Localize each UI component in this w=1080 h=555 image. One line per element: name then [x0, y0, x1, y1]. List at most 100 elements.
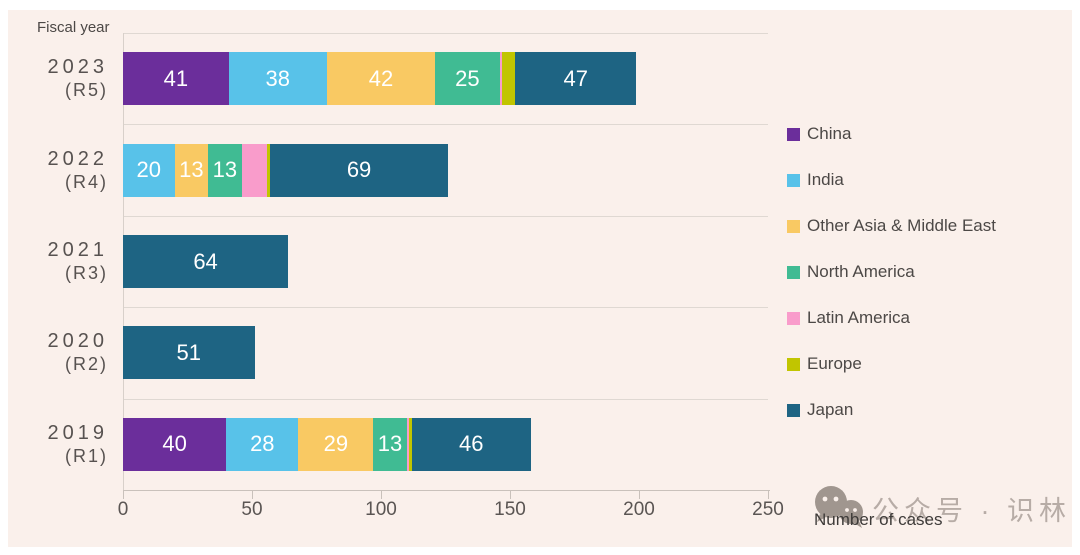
x-tick-label: 100: [365, 499, 397, 520]
bar-value-label: 41: [163, 65, 189, 91]
bar-value-label: 51: [176, 339, 202, 365]
y-axis-label-round: (R3): [65, 263, 108, 284]
y-axis-label-year: 2023: [47, 56, 108, 79]
x-tick-mark: [252, 490, 253, 499]
y-axis-label-round: (R1): [65, 445, 108, 466]
y-axis-group-title: Fiscal year: [37, 19, 110, 36]
bar-value-label: 64: [193, 248, 218, 274]
bar-segment-india: 38: [228, 52, 327, 106]
legend-item-china: China: [787, 124, 996, 144]
bar-segment-latin-america: [406, 417, 410, 471]
x-axis-title: Number of cases: [814, 510, 943, 529]
bar-value-label: 28: [250, 431, 275, 457]
bar-value-label: 29: [323, 431, 349, 457]
legend: China India Other Asia & Middle East North …: [787, 124, 996, 446]
bar-segment-japan: 69: [270, 143, 449, 197]
row-separator-line: [123, 33, 768, 34]
bar-segment-europe: [267, 143, 271, 197]
y-axis-label: 2020 (R2): [18, 307, 108, 398]
bar-value-label: 38: [265, 65, 291, 91]
bar-value-label: 25: [455, 65, 480, 91]
bar-value-label: 20: [136, 157, 162, 183]
x-tick-label: 0: [117, 499, 129, 520]
watermark-text: 公众号 · 识林: [872, 496, 1071, 526]
legend-item-latin-america: Latin America: [787, 308, 996, 328]
legend-item-other-asia-middle-east: Other Asia & Middle East: [787, 216, 996, 236]
bar-segment-china: 40: [123, 417, 227, 471]
y-axis-label-year: 2022: [47, 147, 108, 170]
bar-segment-other-asia-middle-east: 13: [174, 143, 209, 197]
row-separator-line: [123, 307, 768, 309]
legend-swatch: [787, 311, 800, 325]
bar-segment-latin-america: [241, 143, 268, 197]
bar-value-label: 42: [368, 65, 394, 91]
legend-label: Other Asia & Middle East: [807, 216, 996, 235]
legend-item-india: India: [787, 170, 996, 190]
bar-segment-china: 41: [123, 52, 229, 106]
bar-segment-japan: 47: [515, 52, 637, 106]
row-separator-line: [123, 124, 768, 126]
legend-swatch: [787, 173, 800, 187]
bar-segment-europe: [502, 52, 516, 106]
legend-swatch: [787, 127, 800, 141]
y-axis-label-round: (R2): [65, 354, 108, 375]
x-axis-line: [123, 490, 770, 491]
y-axis-label: 2019 (R1): [18, 399, 108, 490]
legend-item-north-america: North America: [787, 262, 996, 282]
y-axis-label: 2022 (R4): [18, 124, 108, 215]
y-axis-label-year: 2019: [47, 421, 108, 444]
bar-segment-india: 20: [123, 143, 175, 197]
bar-segment-other-asia-middle-east: 42: [326, 52, 436, 106]
bar-segment-north-america: 13: [208, 143, 242, 197]
legend-swatch: [787, 219, 800, 233]
y-axis-label: 2023 (R5): [18, 33, 108, 124]
wechat-icon: [804, 481, 868, 536]
bar-segment-north-america: 25: [435, 52, 500, 106]
y-axis-label-round: (R5): [65, 80, 108, 101]
bar-value-label: 46: [459, 431, 484, 457]
y-axis-label-year: 2021: [47, 239, 108, 262]
y-axis-label-round: (R4): [65, 171, 108, 192]
bar-segment-north-america: 13: [373, 417, 407, 471]
bar-segment-europe: [409, 417, 412, 471]
bar-segment-japan: 46: [411, 417, 531, 471]
bar-segment-latin-america: [499, 52, 503, 106]
legend-label: Latin America: [807, 308, 910, 327]
y-axis-label: 2021 (R3): [18, 216, 108, 307]
x-tick-mark: [123, 490, 124, 499]
bar-value-label: 13: [179, 157, 204, 183]
watermark: 公众号 · 识林: [804, 481, 1071, 536]
x-tick-mark: [639, 490, 640, 499]
legend-label: India: [807, 170, 844, 189]
bar-value-label: 47: [563, 65, 589, 91]
bar-segment-other-asia-middle-east: 29: [298, 417, 374, 471]
x-tick-label: 200: [623, 499, 655, 520]
bar-value-label: 40: [162, 431, 187, 457]
legend-swatch: [787, 265, 800, 279]
row-separator-line: [123, 215, 768, 217]
x-tick-mark: [768, 490, 769, 499]
bar-segment-india: 28: [226, 417, 299, 471]
x-tick-label: 50: [241, 499, 263, 520]
x-tick-label: 150: [494, 499, 526, 520]
x-tick-mark: [381, 490, 382, 499]
legend-swatch: [787, 403, 800, 417]
legend-label: China: [807, 124, 852, 143]
bar-value-label: 13: [377, 431, 403, 457]
bar-value-label: 69: [346, 157, 372, 183]
legend-item-japan: Japan: [787, 400, 996, 420]
x-tick-label: 250: [752, 499, 784, 520]
bar-value-label: 13: [212, 157, 238, 183]
legend-label: Europe: [807, 354, 862, 373]
row-separator-line: [123, 398, 768, 400]
bar-segment-japan: 51: [123, 326, 255, 380]
y-axis-label-year: 2020: [47, 330, 108, 353]
legend-swatch: [787, 357, 800, 371]
bar-segment-japan: 64: [123, 235, 289, 288]
legend-label: North America: [807, 262, 915, 281]
legend-label: Japan: [807, 400, 854, 419]
legend-item-europe: Europe: [787, 354, 996, 374]
x-tick-mark: [510, 490, 511, 499]
